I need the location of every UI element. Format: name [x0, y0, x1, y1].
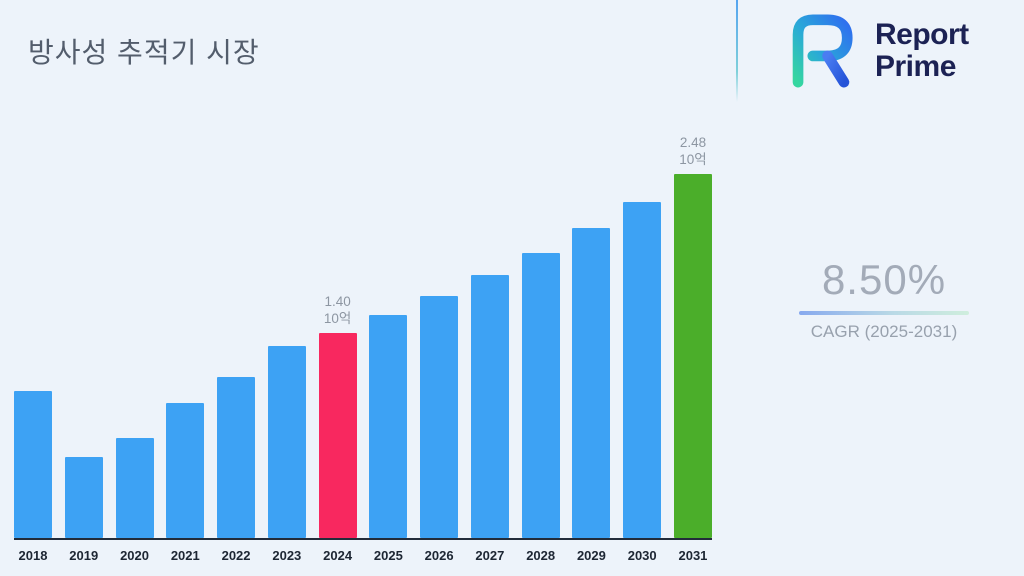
bar-2024: [318, 333, 357, 538]
bar-2023: [267, 346, 306, 538]
x-tick-2022: 2022: [221, 548, 251, 563]
brand-name-line1: Report: [875, 17, 969, 51]
x-axis-tick-labels: 2018 2019 2020 2021 2022 2023 2024 2025 2026 2027…: [14, 542, 712, 564]
bar-column-2031: 2.48 10억: [673, 134, 712, 538]
x-tick-2025: 2025: [373, 548, 403, 563]
bar-column-2025: [369, 315, 408, 538]
plot-area: 1.40 10억 2.48 10억: [14, 134, 712, 540]
vertical-divider: [736, 0, 738, 102]
x-tick-2018: 2018: [18, 548, 48, 563]
x-tick-2021: 2021: [170, 548, 200, 563]
bar-column-2030: [623, 202, 662, 538]
bar-value-label-2031: 2.48 10억: [679, 134, 707, 168]
x-tick-2029: 2029: [576, 548, 606, 563]
bar-column-2029: [572, 228, 611, 538]
bar-2019: [64, 457, 103, 538]
x-tick-2020: 2020: [120, 548, 149, 563]
cagr-panel: 8.50% CAGR (2025-2031): [756, 256, 1012, 342]
x-tick-2019: 2019: [69, 548, 99, 563]
bar-column-2021: [166, 403, 205, 538]
bar-2031: [673, 174, 712, 538]
bar-column-2026: [420, 296, 459, 538]
bar-column-2024: 1.40 10억: [318, 293, 357, 538]
bar-2020: [115, 438, 154, 538]
cagr-underline: [799, 311, 969, 315]
bar-column-2028: [521, 253, 560, 538]
brand-logo: Report Prime: [780, 10, 969, 92]
bar-2027: [470, 275, 509, 538]
brand-name-line2: Prime: [875, 50, 956, 83]
x-tick-2030: 2030: [627, 548, 657, 563]
bar-column-2022: [217, 377, 256, 538]
bar-column-2018: [14, 391, 52, 538]
bar-value-label-2024: 1.40 10억: [323, 293, 352, 327]
x-tick-2023: 2023: [272, 548, 302, 563]
page-title: 방사성 추적기 시장: [28, 36, 260, 68]
bar-2025: [369, 315, 408, 538]
bar-column-2019: [64, 457, 103, 538]
bar-2021: [166, 403, 205, 538]
bar-column-2027: [470, 275, 509, 538]
bar-column-2023: [267, 346, 306, 538]
bar-chart: 1.40 10억 2.48 10억 2018 2019 2020 2021 2022 2023 2…: [14, 134, 712, 564]
cagr-value: 8.50%: [821, 256, 947, 303]
brand-name: Report Prime: [875, 17, 969, 84]
x-tick-2028: 2028: [526, 548, 556, 563]
bar-2030: [623, 202, 662, 538]
x-tick-2027: 2027: [475, 548, 505, 563]
brand-logo-icon: [792, 14, 853, 88]
bar-2026: [420, 296, 459, 538]
cagr-label: CAGR (2025-2031): [810, 322, 958, 341]
x-tick-2031: 2031: [678, 548, 708, 563]
bar-2028: [521, 253, 560, 538]
bar-2018: [14, 391, 52, 538]
bar-2029: [572, 228, 611, 538]
bar-2022: [217, 377, 256, 538]
x-tick-2024: 2024: [323, 548, 353, 563]
bar-column-2020: [115, 438, 154, 538]
x-tick-2026: 2026: [424, 548, 454, 563]
